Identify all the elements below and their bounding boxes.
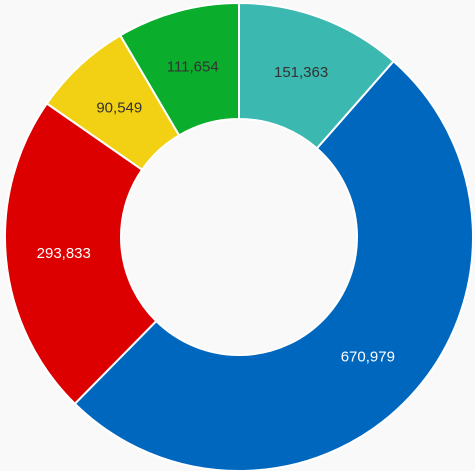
donut-slice bbox=[73, 59, 474, 471]
slice-value-label: 293,833 bbox=[37, 245, 91, 262]
slice-value-label: 90,549 bbox=[96, 99, 142, 116]
donut-slice bbox=[118, 1, 240, 137]
slice-value-label: 151,363 bbox=[274, 64, 328, 81]
donut-slice bbox=[4, 102, 158, 406]
slice-value-label: 670,979 bbox=[341, 348, 395, 365]
slice-value-label: 111,654 bbox=[167, 59, 219, 76]
